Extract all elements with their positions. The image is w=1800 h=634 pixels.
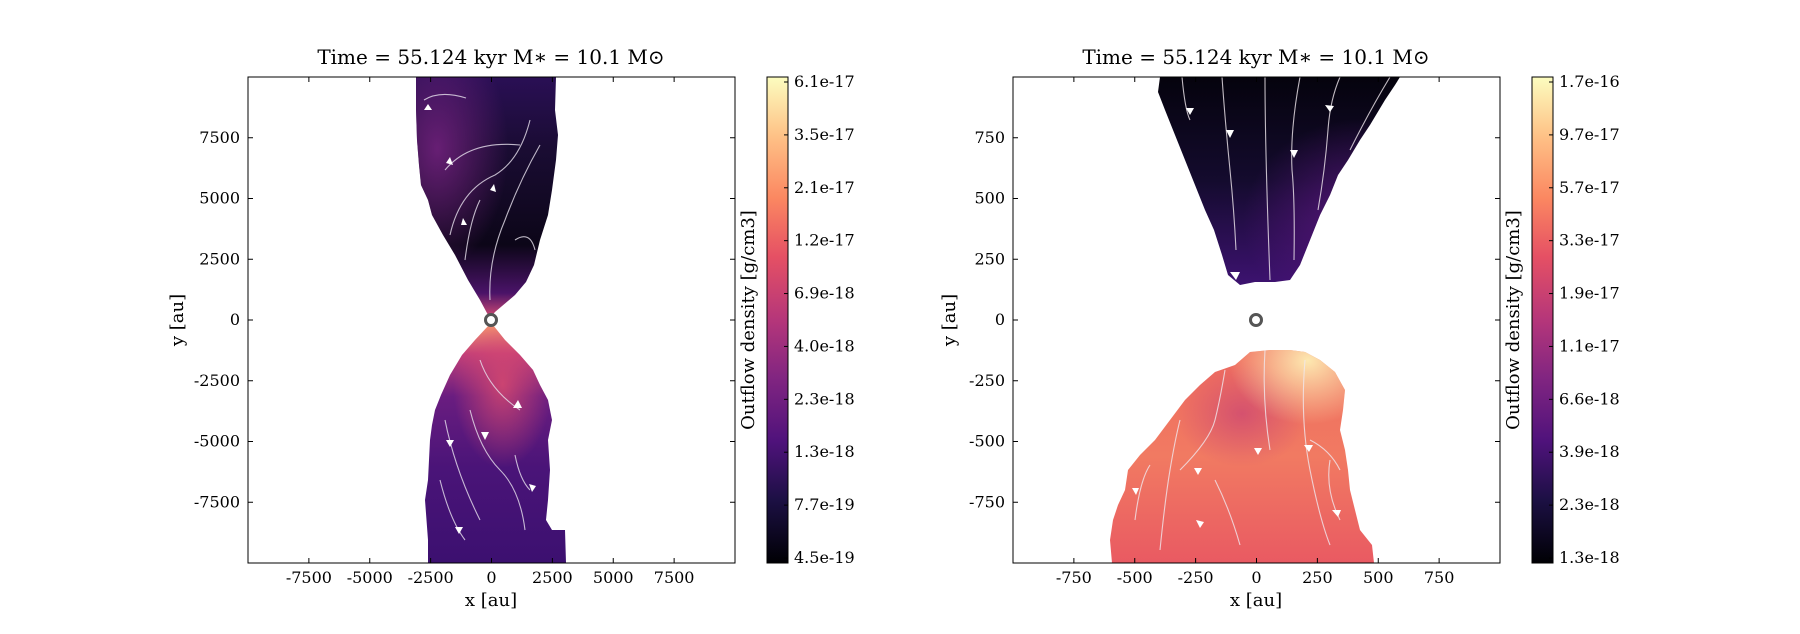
colorbar-tick-label: 4.0e-18 — [794, 336, 855, 355]
colorbar-tick-label: 7.7e-19 — [794, 495, 855, 514]
right-panel: Time = 55.124 kyr M∗ = 10.1 M⊙ — [939, 45, 1620, 611]
colorbar-tick-label: 9.7e-17 — [1559, 125, 1620, 144]
right-streamlines — [1134, 77, 1391, 551]
colorbar-tick-label: 6.6e-18 — [1559, 389, 1620, 408]
x-tick-label: 250 — [1302, 568, 1333, 587]
x-tick-label: -250 — [1178, 568, 1214, 587]
y-tick-label: 0 — [230, 310, 240, 329]
y-tick-label: -2500 — [194, 371, 240, 390]
colorbar-tick-label: 2.3e-18 — [1559, 495, 1620, 514]
y-tick-label: 0 — [995, 310, 1005, 329]
right-y-ticks: 750 500 250 0 -250 -500 -750 — [969, 128, 1500, 511]
x-tick-label: 0 — [486, 568, 496, 587]
right-colorbar — [1531, 76, 1554, 564]
y-tick-label: -250 — [969, 371, 1005, 390]
y-tick-label: -750 — [969, 492, 1005, 511]
colorbar-tick-label: 2.1e-17 — [794, 178, 855, 197]
y-tick-label: 750 — [974, 128, 1005, 147]
left-x-ticks: -7500 -5000 -2500 0 2500 5000 7500 — [286, 77, 695, 587]
right-x-ticks: -750 -500 -250 0 250 500 750 — [1056, 77, 1455, 587]
left-y-ticks: 7500 5000 2500 0 -2500 -5000 -7500 — [194, 128, 735, 511]
colorbar-tick-label: 5.7e-17 — [1559, 178, 1620, 197]
right-star-marker — [1249, 313, 1263, 327]
right-xlabel: x [au] — [1230, 590, 1282, 611]
colorbar-tick-label: 3.5e-17 — [794, 125, 855, 144]
colorbar-tick-label: 1.9e-17 — [1559, 284, 1620, 303]
y-tick-label: -500 — [969, 432, 1005, 451]
colorbar-tick-label: 1.3e-18 — [794, 442, 855, 461]
left-streamlines — [423, 93, 541, 541]
left-title: Time = 55.124 kyr M∗ = 10.1 M⊙ — [317, 45, 664, 69]
x-tick-label: -500 — [1117, 568, 1153, 587]
colorbar-tick-label: 3.3e-17 — [1559, 231, 1620, 250]
y-tick-label: 7500 — [199, 128, 240, 147]
x-tick-label: -7500 — [286, 568, 332, 587]
left-colorbar-label: Outflow density [g/cm3] — [738, 210, 759, 430]
y-tick-label: -7500 — [194, 492, 240, 511]
left-xlabel: x [au] — [465, 590, 517, 611]
right-title: Time = 55.124 kyr M∗ = 10.1 M⊙ — [1082, 45, 1429, 69]
right-ylabel: y [au] — [939, 294, 960, 347]
y-tick-label: 5000 — [199, 189, 240, 208]
x-tick-label: -5000 — [347, 568, 393, 587]
y-tick-label: 500 — [974, 189, 1005, 208]
x-tick-label: 5000 — [593, 568, 634, 587]
colorbar-tick-label: 1.2e-17 — [794, 231, 855, 250]
x-tick-label: 0 — [1251, 568, 1261, 587]
x-tick-label: -2500 — [408, 568, 454, 587]
x-tick-label: 500 — [1363, 568, 1394, 587]
y-tick-label: -5000 — [194, 432, 240, 451]
right-stream-arrows — [1132, 105, 1341, 528]
y-tick-label: 250 — [974, 249, 1005, 268]
right-colorbar-label: Outflow density [g/cm3] — [1503, 210, 1524, 430]
left-stream-arrows — [424, 104, 536, 534]
left-panel: Time = 55.124 kyr M∗ = 10.1 M⊙ — [167, 45, 855, 611]
colorbar-tick-label: 6.9e-18 — [794, 284, 855, 303]
colorbar-tick-label: 4.5e-19 — [794, 548, 855, 567]
colorbar-tick-label: 6.1e-17 — [794, 72, 855, 91]
left-ylabel: y [au] — [167, 294, 188, 347]
y-tick-label: 2500 — [199, 249, 240, 268]
left-star-marker — [484, 313, 498, 327]
left-colorbar-ticks: 6.1e-17 3.5e-17 2.1e-17 1.2e-17 6.9e-18 4.0e-… — [784, 72, 855, 567]
left-density-map — [416, 77, 566, 563]
left-colorbar — [766, 76, 789, 564]
colorbar-tick-label: 2.3e-18 — [794, 389, 855, 408]
x-tick-label: 750 — [1424, 568, 1455, 587]
x-tick-label: 2500 — [532, 568, 573, 587]
colorbar-tick-label: 1.3e-18 — [1559, 548, 1620, 567]
colorbar-tick-label: 1.1e-17 — [1559, 336, 1620, 355]
x-tick-label: 7500 — [654, 568, 695, 587]
right-colorbar-ticks: 1.7e-16 9.7e-17 5.7e-17 3.3e-17 1.9e-17 1.1e-… — [1549, 72, 1620, 567]
colorbar-tick-label: 3.9e-18 — [1559, 442, 1620, 461]
x-tick-label: -750 — [1056, 568, 1092, 587]
right-density-map — [1110, 77, 1400, 563]
colorbar-tick-label: 1.7e-16 — [1559, 72, 1620, 91]
